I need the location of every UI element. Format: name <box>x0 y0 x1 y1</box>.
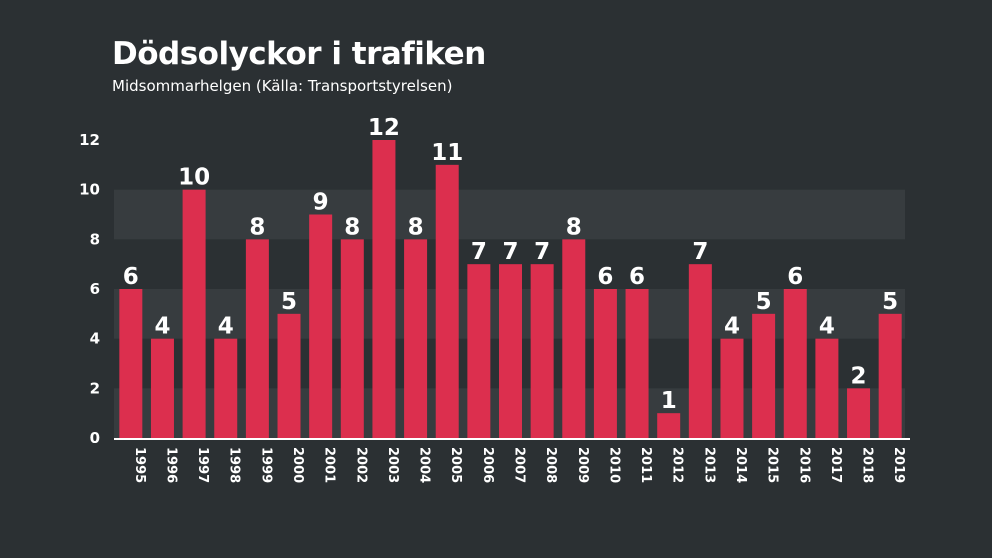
x-tick-label: 2006 <box>480 447 495 483</box>
grid-band <box>114 189 905 240</box>
bar <box>530 264 554 438</box>
data-label: 12 <box>368 115 400 141</box>
bar <box>625 289 649 438</box>
bar <box>245 239 269 438</box>
x-tick-label: 2015 <box>765 447 780 483</box>
data-label: 8 <box>249 214 265 240</box>
x-tick-label: 2010 <box>606 447 621 483</box>
data-label: 7 <box>692 239 708 265</box>
x-tick-label: 2004 <box>417 447 432 483</box>
data-label: 7 <box>534 239 550 265</box>
bar <box>150 338 174 438</box>
data-label: 11 <box>431 140 463 166</box>
y-tick-label: 6 <box>90 280 100 298</box>
chart-title: Dödsolyckor i trafiken <box>112 36 486 72</box>
bar <box>277 313 301 438</box>
x-tick-label: 2005 <box>448 447 463 483</box>
data-label: 6 <box>597 264 613 290</box>
data-label: 5 <box>281 289 297 315</box>
x-tick-label: 2007 <box>512 447 527 483</box>
x-tick-label: 2018 <box>860 447 875 483</box>
x-tick-label: 1998 <box>227 447 242 483</box>
x-tick-label: 2009 <box>575 447 590 483</box>
x-tick-label: 2001 <box>322 447 337 483</box>
x-tick-label: 1997 <box>195 447 210 483</box>
bar <box>467 264 491 438</box>
bar <box>309 214 333 438</box>
y-tick-label: 10 <box>79 181 100 199</box>
bar <box>119 289 143 438</box>
x-tick-label: 2017 <box>828 447 843 483</box>
data-label: 6 <box>123 264 139 290</box>
bar <box>499 264 522 438</box>
x-tick-label: 2008 <box>543 447 558 483</box>
bar <box>372 140 396 438</box>
data-label: 2 <box>851 363 867 389</box>
bars <box>119 140 902 439</box>
x-tick-label: 2003 <box>385 447 400 483</box>
bar <box>562 239 586 438</box>
x-tick-label: 2014 <box>733 447 748 483</box>
data-label: 5 <box>756 289 772 315</box>
bar <box>815 338 839 438</box>
bar <box>593 289 617 438</box>
bar <box>688 264 712 438</box>
y-tick-label: 2 <box>90 379 100 397</box>
data-label: 8 <box>408 214 424 240</box>
data-label: 4 <box>724 314 740 340</box>
data-label: 5 <box>882 289 898 315</box>
data-label: 7 <box>502 239 518 265</box>
grid-bands <box>114 189 905 438</box>
y-tick-label: 4 <box>90 330 100 348</box>
bar <box>783 289 807 438</box>
chart-subtitle: Midsommarhelgen (Källa: Transportstyrels… <box>112 77 453 95</box>
bar <box>435 164 459 439</box>
y-tick-label: 12 <box>79 131 100 149</box>
bar <box>752 313 776 438</box>
data-label: 8 <box>566 214 582 240</box>
bar <box>878 313 902 438</box>
bar <box>847 388 871 438</box>
y-tick-label: 8 <box>90 230 100 248</box>
bar <box>214 338 238 438</box>
data-label: 8 <box>344 214 360 240</box>
data-label: 6 <box>787 264 803 290</box>
x-tick-label: 2002 <box>353 447 368 483</box>
data-label: 4 <box>218 314 234 340</box>
data-label: 10 <box>178 165 210 191</box>
data-label: 9 <box>313 190 329 216</box>
bar <box>340 239 364 438</box>
data-label: 6 <box>629 264 645 290</box>
x-tick-label: 1999 <box>258 447 273 483</box>
bar <box>657 413 681 438</box>
x-tick-label: 1995 <box>132 447 147 483</box>
x-tick-label: 2013 <box>701 447 716 483</box>
data-label: 4 <box>154 314 170 340</box>
data-label: 1 <box>661 388 677 414</box>
x-tick-label: 2011 <box>638 447 653 483</box>
x-tick-label: 2019 <box>891 447 906 483</box>
x-tick-label: 1996 <box>163 447 178 483</box>
data-label: 7 <box>471 239 487 265</box>
x-axis-ticks: 1995 1996 1997 1998 1999 2000 2001 2002 2003 2004… <box>132 447 906 483</box>
x-tick-label: 2000 <box>290 447 305 483</box>
y-axis-ticks: 0 2 4 6 8 10 12 <box>79 131 100 447</box>
x-tick-label: 2012 <box>670 447 685 483</box>
bar <box>182 189 206 438</box>
bar <box>720 338 744 438</box>
data-label: 4 <box>819 314 835 340</box>
y-tick-label: 0 <box>90 429 100 447</box>
x-tick-label: 2016 <box>796 447 811 483</box>
bar <box>404 239 428 438</box>
